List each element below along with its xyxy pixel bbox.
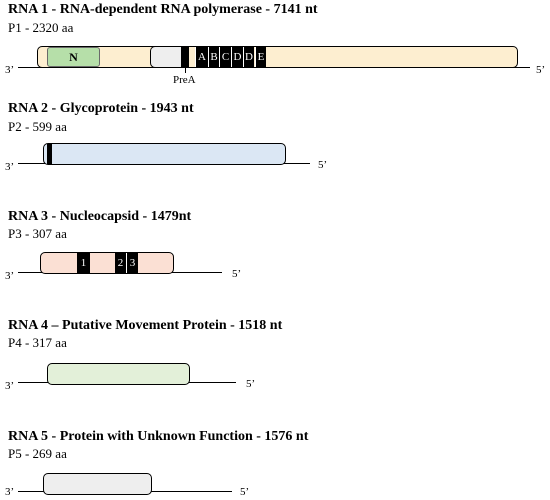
rna3-orf-box: [40, 252, 174, 274]
rna1-3prime-label: 3’: [5, 64, 15, 76]
rna1-title: RNA 1 - RNA-dependent RNA polymerase - 7…: [8, 2, 318, 17]
rna3-motif-3: 3: [126, 253, 138, 273]
rna3-motif-1: 1: [77, 253, 90, 273]
rna2-black-motif: [47, 144, 52, 164]
rna2-3prime-label: 3’: [5, 161, 15, 173]
rna1-motif-d1: D: [231, 47, 243, 67]
rna1-prea-tick: [185, 68, 186, 73]
rna1-n-domain: N: [47, 47, 100, 67]
rna5-orf-box: [43, 473, 152, 495]
rna1-motif-e: E: [255, 47, 266, 67]
rna3-motif-2: 2: [115, 253, 126, 273]
rna2-orf-box: [43, 143, 286, 165]
rna1-motif-c: C: [219, 47, 231, 67]
rna2-protein-label: P2 - 599 aa: [8, 119, 67, 134]
rna4-3prime-label: 3’: [5, 380, 15, 392]
rna4-5prime-label: 5’: [246, 378, 256, 390]
rna2-title: RNA 2 - Glycoprotein - 1943 nt: [8, 101, 194, 116]
rna3-3prime-label: 3’: [5, 270, 15, 282]
rna1-5prime-label: 5’: [536, 64, 546, 76]
rna4-protein-label: P4 - 317 aa: [8, 335, 67, 350]
rna3-title: RNA 3 - Nucleocapsid - 1479nt: [8, 209, 192, 224]
rna3-protein-label: P3 - 307 aa: [8, 226, 67, 241]
rna1-protein-label: P1 - 2320 aa: [8, 20, 74, 35]
rna4-title: RNA 4 – Putative Movement Protein - 1518…: [8, 318, 283, 333]
rna1-prea-label: PreA: [173, 74, 196, 86]
rna1-prea-motif: [181, 47, 189, 67]
rna4-orf-box: [47, 363, 190, 385]
rna5-protein-label: P5 - 269 aa: [8, 446, 67, 461]
rna3-5prime-label: 5’: [232, 268, 242, 280]
rna1-motif-d2: D: [243, 47, 254, 67]
rna1-motif-a: A: [195, 47, 208, 67]
rna1-motif-b: B: [208, 47, 219, 67]
rna5-5prime-label: 5’: [240, 486, 250, 498]
rna5-title: RNA 5 - Protein with Unknown Function - …: [8, 429, 309, 444]
rna5-3prime-label: 3’: [5, 486, 15, 498]
rna1-grey-region: [150, 46, 181, 68]
rna1-orf-box: [37, 46, 518, 68]
rna2-5prime-label: 5’: [318, 159, 328, 171]
